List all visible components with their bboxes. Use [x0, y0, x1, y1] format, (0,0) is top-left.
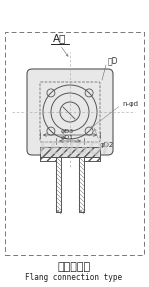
Text: Flang connection type: Flang connection type [25, 272, 123, 282]
Bar [40, 147, 100, 157]
Text: FENGQI: FENGQI [39, 140, 109, 158]
Bar [40, 147, 100, 157]
Bar [40, 157, 56, 161]
Text: φD1: φD1 [60, 135, 73, 140]
FancyBboxPatch shape [27, 69, 113, 155]
Bar [5, 32, 144, 255]
Text: 法兰式连接: 法兰式连接 [57, 262, 91, 272]
Bar [84, 157, 100, 161]
Text: 方D: 方D [108, 56, 118, 65]
Text: n-φd: n-φd [122, 101, 138, 107]
Text: φD3: φD3 [60, 129, 74, 134]
Text: φD2: φD2 [100, 142, 114, 148]
Text: A向: A向 [53, 33, 67, 43]
